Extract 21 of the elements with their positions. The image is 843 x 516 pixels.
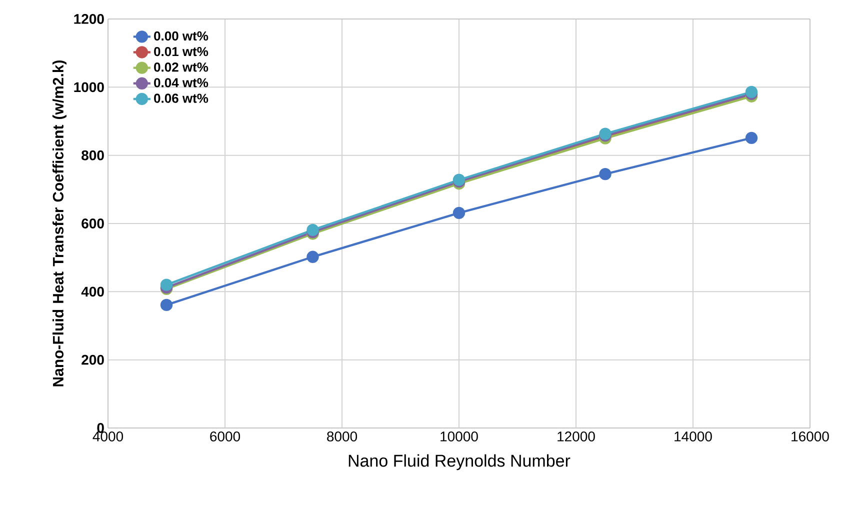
y-tick-label: 0 xyxy=(97,423,104,433)
legend-label: 0.06 wt% xyxy=(154,94,208,103)
x-tick-label: 6000 xyxy=(210,432,240,442)
legend-label: 0.00 wt% xyxy=(154,31,208,41)
x-tick-label: 8000 xyxy=(327,432,358,442)
x-tick-label: 10000 xyxy=(440,432,478,442)
legend-label: 0.02 wt% xyxy=(154,62,208,72)
y-axis-title: Nano-Fluid Heat Transfer Coefficient (w/m2.k) xyxy=(52,60,66,386)
y-tick-label: 400 xyxy=(81,286,104,297)
x-tick-label: 12000 xyxy=(558,432,595,442)
x-tick-label: 16000 xyxy=(792,432,829,442)
y-tick-label: 600 xyxy=(82,218,104,228)
y-tick-label: 800 xyxy=(82,150,104,160)
y-tick-label: 200 xyxy=(82,354,104,365)
x-tick-label: 4000 xyxy=(92,432,124,442)
x-tick-label: 14000 xyxy=(674,432,712,442)
legend-label: 0.04 wt% xyxy=(154,78,208,88)
legend-label: 0.01 wt% xyxy=(154,46,208,56)
y-tick-label: 1200 xyxy=(74,14,104,24)
y-tick-label: 1000 xyxy=(74,82,104,92)
x-axis-title: Nano Fluid Reynolds Number xyxy=(348,454,570,470)
